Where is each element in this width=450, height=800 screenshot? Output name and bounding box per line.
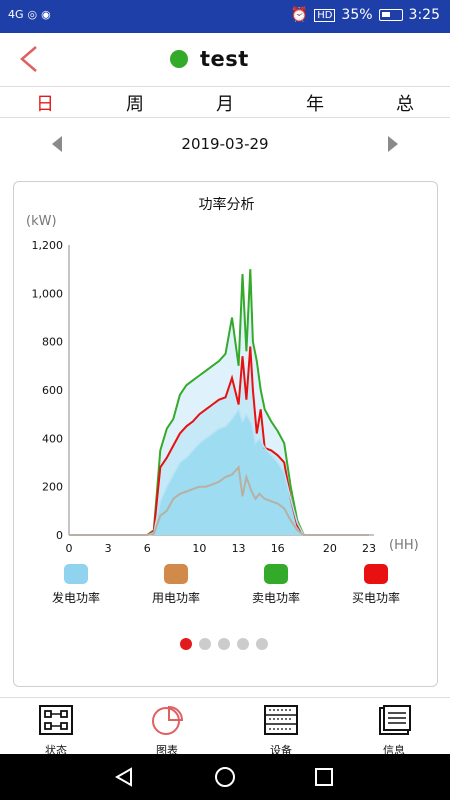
series-line-sell (69, 269, 369, 536)
legend-swatch (264, 564, 288, 584)
y-tick-label: 600 (42, 384, 63, 397)
legend-swatch (164, 564, 188, 584)
network-indicator: 4G (8, 8, 24, 21)
headset-icon: ◎ (27, 8, 38, 21)
x-tick-label: 6 (144, 542, 151, 555)
globe-icon: ◉ (41, 8, 51, 21)
x-tick-label: 16 (271, 542, 285, 555)
status-grid-icon (39, 705, 73, 735)
nav-label: 状态 (45, 744, 67, 757)
system-nav-bar (0, 754, 450, 800)
legend-label: 用电功率 (151, 591, 200, 605)
tab-week[interactable]: 周 (126, 94, 144, 115)
system-nav-icons (114, 767, 333, 787)
nav-device[interactable]: 设备 (246, 704, 316, 758)
nav-status[interactable]: 状态 (21, 704, 91, 758)
x-axis-label: (HH) (389, 538, 419, 553)
chart-card[interactable]: 功率分析 0 200 400 600 800 1,000 1,200 0 3 6 10 13 16 20 2… (13, 181, 438, 687)
y-tick-label: 0 (56, 529, 63, 542)
pager-dots (180, 638, 268, 650)
online-status-dot (170, 50, 188, 68)
title-wrap: test (170, 47, 249, 71)
pager-dot[interactable] (199, 638, 211, 650)
nav-chart[interactable]: 图表 (132, 704, 202, 758)
legend-swatch (364, 564, 388, 584)
x-tick-label: 13 (232, 542, 246, 555)
chart-title: 功率分析 (198, 197, 255, 213)
x-tick-label: 23 (362, 542, 376, 555)
x-tick-label: 3 (105, 542, 112, 555)
device-icon (264, 705, 298, 735)
tab-day[interactable]: 日 (36, 94, 54, 115)
hd-badge: HD (314, 8, 336, 22)
legend-label: 买电功率 (351, 591, 400, 605)
y-tick-label: 1,200 (32, 239, 64, 252)
nav-info[interactable]: 信息 (359, 704, 429, 758)
next-date-button[interactable] (388, 136, 398, 152)
system-back-icon[interactable] (114, 767, 132, 787)
system-home-icon[interactable] (215, 767, 235, 787)
pager-dot[interactable] (237, 638, 249, 650)
pager-dot[interactable] (256, 638, 268, 650)
y-tick-label: 200 (42, 481, 63, 494)
pager-dot[interactable] (180, 638, 192, 650)
page-title: test (200, 47, 249, 71)
series-line-generation (69, 407, 369, 536)
battery-icon (378, 9, 403, 21)
previous-date-button[interactable] (52, 136, 62, 152)
legend-buy[interactable]: 买电功率 (326, 564, 426, 606)
tab-year[interactable]: 年 (306, 94, 324, 115)
y-tick-label: 400 (42, 432, 63, 445)
nav-label: 设备 (270, 744, 292, 757)
x-tick-label: 10 (192, 542, 206, 555)
alarm-icon: ⏰ (290, 7, 309, 23)
period-tabs: 日 周 月 年 总 (0, 86, 450, 118)
system-recents-icon[interactable] (315, 768, 333, 786)
pie-chart-icon (152, 705, 184, 735)
current-date: 2019-03-29 (181, 135, 269, 153)
tab-month[interactable]: 月 (216, 94, 234, 115)
clock: 3:25 (408, 7, 440, 23)
date-navigator: 2019-03-29 (0, 126, 450, 162)
info-document-icon (379, 705, 411, 735)
series-area-generation (69, 409, 369, 535)
nav-label: 图表 (156, 744, 178, 757)
tab-total[interactable]: 总 (396, 94, 414, 115)
status-left: 4G ◎ ◉ (8, 8, 51, 21)
pager-dot[interactable] (218, 638, 230, 650)
x-tick-label: 20 (323, 542, 337, 555)
battery-percent: 35% (341, 7, 373, 23)
legend-swatch (64, 564, 88, 584)
status-bar: 4G ◎ ◉ ⏰ HD 35% 3:25 (0, 0, 450, 33)
legend-label: 发电功率 (51, 591, 100, 605)
legend-consumption[interactable]: 用电功率 (126, 564, 226, 606)
series-line-buy (69, 346, 369, 536)
legend-sell[interactable]: 卖电功率 (226, 564, 326, 606)
bottom-nav: 状态 图表 设备 信息 (0, 697, 450, 757)
y-axis-label: (kW) (26, 214, 57, 229)
nav-label: 信息 (383, 744, 405, 757)
header: test (0, 33, 450, 85)
series-line-consumption (69, 465, 369, 536)
y-tick-label: 1,000 (32, 287, 64, 300)
legend-generation[interactable]: 发电功率 (26, 564, 126, 606)
status-right: ⏰ HD 35% 3:25 (291, 7, 440, 23)
back-arrow-icon[interactable] (14, 43, 46, 75)
legend-label: 卖电功率 (251, 591, 300, 605)
x-tick-label: 0 (66, 542, 73, 555)
power-chart[interactable]: 0 200 400 600 800 1,000 1,200 0 3 6 10 13 16 20 23 (kW)… (14, 182, 439, 562)
y-tick-label: 800 (42, 336, 63, 349)
